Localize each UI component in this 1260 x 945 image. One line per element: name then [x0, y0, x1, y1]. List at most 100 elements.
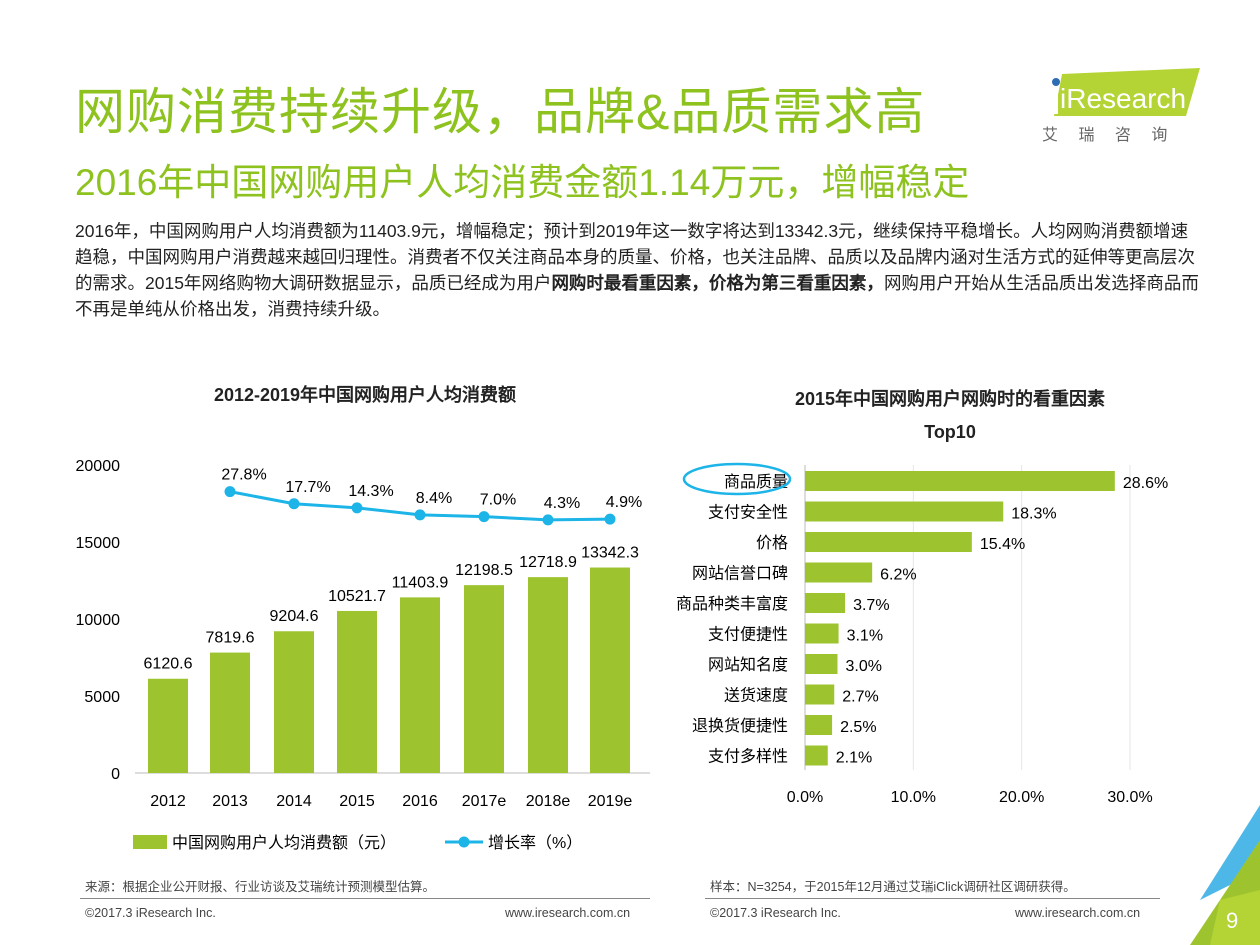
growth-rate-point [478, 511, 490, 523]
bar-商品种类丰富度 [805, 593, 846, 613]
growth-rate-label: 7.0% [480, 492, 516, 509]
category-label: 支付便捷性 [708, 626, 788, 644]
growth-rate-point [604, 513, 616, 525]
page-title: 网购消费持续升级，品牌&品质需求高 [75, 84, 926, 140]
growth-rate-label: 4.9% [606, 494, 642, 511]
bar-2019e [590, 567, 630, 773]
bar-value-label: 12718.9 [519, 554, 577, 571]
summary-paragraph: 2016年，中国网购用户人均消费额为11403.9元，增幅稳定；预计到2019年… [75, 218, 1205, 322]
growth-rate-label: 8.4% [416, 490, 452, 507]
legend-bar-swatch [133, 835, 167, 849]
bar-value-label: 9204.6 [270, 608, 319, 625]
bar-2013 [210, 652, 250, 773]
logo-cn: 艾 瑞 咨 询 [1042, 126, 1175, 144]
x-tick-label: 2012 [150, 793, 186, 810]
paragraph-bold: 网购时最看重因素，价格为第三看重因素， [551, 273, 884, 293]
bar-value-label: 28.6% [1123, 475, 1168, 492]
x-tick-label: 20.0% [999, 789, 1044, 806]
legend-bar-label: 中国网购用户人均消费额（元） [172, 834, 396, 852]
bar-支付便捷性 [805, 623, 839, 644]
bar-2012 [148, 678, 188, 773]
source-left: 来源：根据企业公开财报、行业访谈及艾瑞统计预测模型估算。 [85, 880, 436, 894]
legend-line-marker [458, 836, 470, 848]
bar-value-label: 15.4% [980, 536, 1025, 553]
bar-value-label: 18.3% [1011, 506, 1056, 523]
x-tick-label: 10.0% [891, 789, 936, 806]
page-number: 9 [1226, 908, 1238, 933]
growth-rate-point [414, 509, 426, 521]
copyright-right: ©2017.3 iResearch Inc. [710, 906, 841, 920]
y-tick-label: 15000 [76, 535, 121, 552]
bar-value-label: 3.7% [853, 597, 889, 614]
bar-2016 [400, 597, 440, 773]
bar-支付安全性 [805, 501, 1004, 522]
bar-退换货便捷性 [805, 715, 833, 735]
legend-line-label: 增长率（%） [488, 834, 582, 852]
page-subtitle: 2016年中国网购用户人均消费金额1.14万元，增幅稳定 [75, 162, 970, 203]
bar-value-label: 11403.9 [392, 574, 449, 591]
bar-value-label: 3.1% [847, 628, 883, 645]
x-tick-label: 2019e [588, 793, 633, 810]
bar-value-label: 13342.3 [581, 545, 639, 562]
bar-value-label: 2.5% [840, 719, 876, 736]
paragraph-text-2: 网购用户开始从生活品质出发选择商品而不再是单纯从价格出发，消费持续升级。 [75, 273, 1199, 319]
growth-rate-label: 17.7% [285, 479, 330, 496]
category-label: 支付安全性 [708, 504, 788, 522]
y-tick-label: 0 [111, 766, 120, 783]
bar-value-label: 3.0% [846, 658, 882, 675]
growth-rate-label: 14.3% [348, 483, 393, 500]
category-label: 商品种类丰富度 [676, 595, 788, 613]
logo-text: iResearch [1060, 83, 1186, 114]
bar-2014 [274, 631, 314, 773]
x-tick-label: 2017e [462, 793, 507, 810]
bar-value-label: 10521.7 [328, 588, 386, 605]
growth-rate-point [288, 498, 300, 510]
bar-送货速度 [805, 684, 835, 705]
y-tick-label: 10000 [76, 612, 121, 629]
x-tick-label: 0.0% [787, 789, 823, 806]
copyright-left: ©2017.3 iResearch Inc. [85, 906, 216, 920]
right-chart-title-2: Top10 [924, 422, 976, 442]
bar-2017e [464, 585, 504, 773]
growth-rate-point [224, 486, 236, 498]
category-label: 商品质量 [724, 473, 788, 491]
x-tick-label: 2013 [212, 793, 248, 810]
y-tick-label: 5000 [84, 689, 120, 706]
category-label: 价格 [756, 534, 788, 552]
category-label: 送货速度 [724, 687, 788, 705]
y-tick-label: 20000 [76, 458, 121, 475]
bar-价格 [805, 532, 972, 552]
source-right: 样本：N=3254，于2015年12月通过艾瑞iClick调研社区调研获得。 [710, 880, 1076, 894]
bar-网站知名度 [805, 654, 838, 674]
x-tick-label: 2014 [276, 793, 312, 810]
bar-2018e [528, 577, 568, 773]
url-right: www.iresearch.com.cn [1015, 906, 1141, 920]
paragraph-text: 2016年，中国网购用户人均消费额为11403.9元，增幅稳定；预计到2019年… [75, 221, 1195, 293]
right-chart-title: 2015年中国网购用户网购时的看重因素 [794, 389, 1106, 409]
left-chart-title: 2012-2019年中国网购用户人均消费额 [213, 385, 517, 405]
category-label: 网站信誉口碑 [692, 565, 788, 583]
bar-2015 [337, 610, 377, 773]
x-tick-label: 2016 [402, 793, 438, 810]
bar-value-label: 12198.5 [455, 562, 513, 579]
bar-value-label: 6120.6 [144, 656, 193, 673]
category-label: 网站知名度 [708, 656, 788, 674]
highlight-circle [682, 462, 792, 496]
bar-支付多样性 [805, 745, 828, 766]
growth-rate-point [542, 514, 554, 526]
bar-商品质量 [805, 471, 1115, 491]
bar-网站信誉口碑 [805, 562, 873, 583]
x-tick-label: 2015 [339, 793, 375, 810]
bar-value-label: 6.2% [880, 567, 916, 584]
bar-value-label: 2.7% [842, 689, 878, 706]
category-label: 支付多样性 [708, 748, 788, 766]
growth-rate-point [351, 502, 363, 514]
x-tick-label: 30.0% [1107, 789, 1152, 806]
divider-left [80, 898, 650, 899]
category-label: 退换货便捷性 [692, 717, 788, 735]
iresearch-logo: iResearch 艾 瑞 咨 询 [1040, 68, 1200, 148]
x-tick-label: 2018e [526, 793, 571, 810]
bar-value-label: 7819.6 [206, 630, 255, 647]
growth-rate-label: 4.3% [544, 495, 580, 512]
